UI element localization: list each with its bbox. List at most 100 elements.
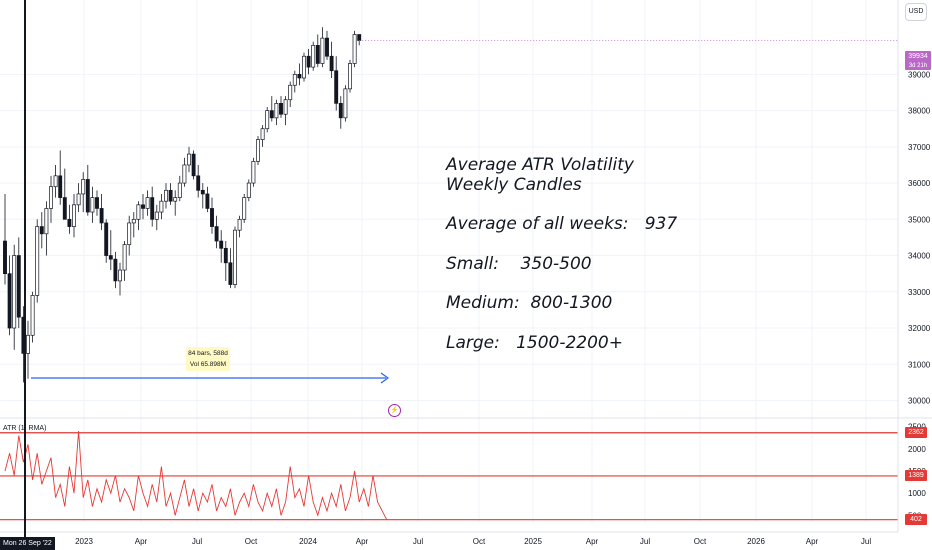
candle-body (49, 186, 53, 209)
candle-body (177, 182, 182, 198)
candle-body (320, 37, 325, 64)
candle-body (256, 139, 260, 162)
lightning-icon[interactable]: ⚡ (388, 404, 401, 417)
candle-body (196, 175, 201, 191)
candle-body (150, 197, 155, 220)
price-tick-label: 33000 (908, 288, 931, 297)
price-tick-label: 39000 (908, 70, 931, 79)
candle-body (288, 84, 293, 101)
candle-body (81, 179, 86, 195)
candle-body (297, 74, 302, 79)
price-tick-label: 37000 (908, 143, 931, 152)
range-volume-label: Vol 65.898M (189, 361, 227, 368)
candle-body (95, 197, 99, 209)
candle-body (210, 208, 214, 227)
candle-body (352, 34, 357, 64)
indicator-label[interactable]: ATR (1, RMA) (3, 425, 47, 432)
crosshair-date-label: Mon 26 Sep '22 (0, 537, 55, 550)
candle-body (164, 189, 168, 202)
price-tick-label: 38000 (908, 107, 931, 116)
candle-body (265, 110, 270, 130)
candle-body (26, 334, 30, 354)
candle-body (58, 175, 63, 198)
candle-body (122, 244, 127, 271)
candle-body (348, 63, 352, 90)
candle-body (269, 110, 274, 119)
candle-body (85, 179, 90, 213)
candle-body (357, 34, 362, 41)
candle-body (242, 197, 247, 220)
time-tick-label: 2026 (747, 537, 765, 546)
candle-body (311, 45, 316, 68)
candle-body (246, 182, 251, 198)
candle-body (30, 295, 35, 336)
price-tick-label: 34000 (908, 252, 931, 261)
time-tick-label: Oct (473, 537, 486, 546)
candle-body (223, 247, 228, 264)
candle-body (182, 164, 187, 184)
time-tick-label: 2023 (75, 537, 93, 546)
candle-body (168, 189, 173, 202)
price-tick-label: 32000 (908, 324, 931, 333)
price-tick-label: 35000 (908, 215, 931, 224)
atr-series-line (4, 431, 388, 520)
candle-body (35, 226, 40, 296)
candle-body (108, 255, 113, 260)
candle-body (219, 240, 224, 249)
candle-body (3, 240, 7, 275)
candle-body (279, 102, 283, 115)
candle-body (141, 204, 145, 209)
range-tool-box[interactable]: 84 bars, 588d Vol 65.898M (186, 347, 230, 371)
candle-body (99, 208, 104, 224)
candle-body (53, 175, 58, 188)
atr-tick-label: 2500 (908, 423, 926, 432)
candle-body (191, 153, 196, 177)
annotation-title-line2: Weekly Candles (446, 175, 582, 195)
atr-level-badge: 2362 (905, 427, 927, 439)
range-arrow-head (380, 372, 390, 384)
candle-body (283, 99, 288, 115)
candle-body (62, 197, 67, 220)
candle-body (127, 222, 132, 246)
candle-body (274, 102, 279, 119)
candle-body (338, 102, 343, 119)
candle-body (233, 229, 237, 285)
candle-body (251, 160, 256, 184)
candle-body (44, 208, 49, 235)
candle-body (154, 211, 159, 220)
candle-body (12, 255, 17, 329)
time-tick-label: Jul (413, 537, 423, 546)
annotation-average: Average of all weeks: 937 (446, 214, 678, 234)
range-bars-label: 84 bars, 588d (188, 350, 228, 357)
candle-body (67, 218, 72, 227)
candle-body (113, 258, 118, 282)
candle-body (159, 200, 164, 213)
time-tick-label: Jul (861, 537, 871, 546)
candle-body (7, 273, 12, 329)
atr-level-badge: 1389 (905, 470, 927, 482)
annotation-large: Large: 1500-2200+ (446, 333, 623, 353)
candle-body (104, 222, 109, 256)
atr-panel (0, 431, 898, 521)
countdown-value: 3d 21h (908, 63, 928, 69)
candle-body (187, 153, 191, 166)
candle-body (302, 55, 306, 79)
time-tick-label: Apr (356, 537, 369, 546)
candle-body (39, 226, 44, 235)
time-tick-label: 2025 (524, 537, 542, 546)
currency-button[interactable]: USD (905, 3, 927, 21)
time-tick-label: Oct (694, 537, 707, 546)
grid (0, 0, 898, 522)
candle-body (260, 128, 265, 140)
candle-body (315, 45, 320, 64)
atr-tick-label: 2000 (908, 445, 926, 454)
candles (3, 27, 362, 383)
time-tick-label: Oct (245, 537, 258, 546)
time-tick-label: Apr (586, 537, 599, 546)
annotation-title-line1: Average ATR Volatility (446, 155, 634, 175)
last-price-value: 39934 (908, 53, 928, 60)
candle-body (145, 197, 150, 209)
candle-body (173, 197, 178, 202)
